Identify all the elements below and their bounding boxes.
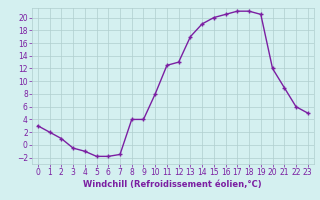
X-axis label: Windchill (Refroidissement éolien,°C): Windchill (Refroidissement éolien,°C) bbox=[84, 180, 262, 189]
